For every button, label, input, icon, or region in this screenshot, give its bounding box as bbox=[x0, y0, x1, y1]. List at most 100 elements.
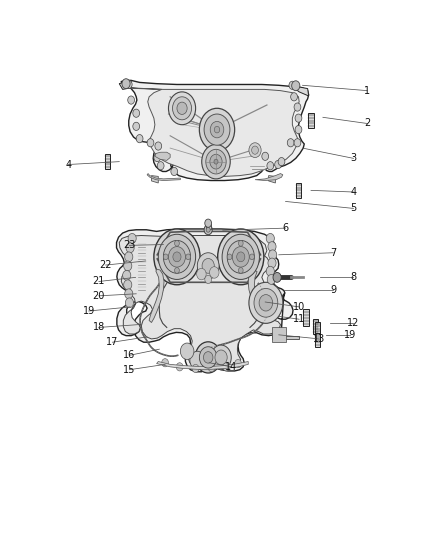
Text: 14: 14 bbox=[225, 362, 237, 372]
Circle shape bbox=[223, 363, 230, 371]
Circle shape bbox=[199, 347, 217, 368]
Circle shape bbox=[157, 161, 164, 170]
Circle shape bbox=[278, 158, 285, 166]
Polygon shape bbox=[255, 174, 283, 181]
Circle shape bbox=[287, 139, 294, 147]
Circle shape bbox=[204, 114, 230, 145]
Circle shape bbox=[268, 241, 276, 252]
Polygon shape bbox=[119, 236, 280, 368]
Circle shape bbox=[210, 154, 222, 169]
Circle shape bbox=[202, 259, 214, 273]
Circle shape bbox=[262, 152, 268, 160]
Circle shape bbox=[128, 96, 134, 104]
Circle shape bbox=[186, 254, 191, 260]
Circle shape bbox=[195, 342, 221, 373]
Polygon shape bbox=[119, 80, 131, 90]
Circle shape bbox=[238, 240, 243, 246]
Circle shape bbox=[125, 80, 132, 88]
Circle shape bbox=[214, 126, 220, 133]
Circle shape bbox=[123, 270, 131, 280]
Circle shape bbox=[197, 253, 219, 279]
Circle shape bbox=[294, 103, 301, 111]
Circle shape bbox=[291, 93, 297, 101]
Circle shape bbox=[163, 254, 168, 260]
Polygon shape bbox=[147, 174, 180, 181]
Circle shape bbox=[197, 268, 206, 280]
Circle shape bbox=[295, 126, 302, 134]
Circle shape bbox=[175, 240, 179, 246]
Circle shape bbox=[175, 268, 179, 273]
Circle shape bbox=[268, 250, 277, 260]
Circle shape bbox=[251, 146, 258, 154]
Circle shape bbox=[154, 154, 161, 161]
FancyBboxPatch shape bbox=[313, 319, 318, 334]
Circle shape bbox=[273, 272, 281, 282]
Circle shape bbox=[192, 365, 199, 373]
Circle shape bbox=[133, 109, 140, 117]
Circle shape bbox=[203, 352, 213, 363]
Circle shape bbox=[163, 240, 191, 273]
Circle shape bbox=[169, 92, 196, 125]
Circle shape bbox=[259, 295, 273, 311]
Text: 11: 11 bbox=[293, 314, 305, 324]
Circle shape bbox=[237, 252, 245, 262]
Circle shape bbox=[227, 240, 254, 273]
Circle shape bbox=[268, 258, 276, 268]
Circle shape bbox=[180, 343, 194, 359]
Circle shape bbox=[125, 252, 133, 262]
Circle shape bbox=[190, 351, 205, 369]
Circle shape bbox=[266, 266, 274, 276]
Text: 4: 4 bbox=[350, 187, 357, 197]
Circle shape bbox=[214, 159, 218, 164]
Circle shape bbox=[232, 247, 249, 267]
Text: 3: 3 bbox=[350, 154, 357, 163]
Circle shape bbox=[294, 139, 301, 147]
Circle shape bbox=[177, 102, 187, 115]
Circle shape bbox=[125, 298, 134, 308]
Polygon shape bbox=[117, 229, 293, 372]
Polygon shape bbox=[268, 175, 276, 183]
Circle shape bbox=[199, 108, 235, 151]
Text: 2: 2 bbox=[364, 118, 370, 128]
Text: 4: 4 bbox=[65, 159, 71, 169]
Circle shape bbox=[154, 229, 200, 285]
Circle shape bbox=[227, 254, 232, 260]
FancyBboxPatch shape bbox=[315, 333, 320, 347]
Polygon shape bbox=[272, 336, 299, 339]
Circle shape bbox=[249, 143, 261, 158]
Circle shape bbox=[250, 254, 254, 260]
Text: 18: 18 bbox=[93, 322, 105, 333]
Circle shape bbox=[208, 364, 215, 372]
Circle shape bbox=[122, 79, 130, 88]
Text: 5: 5 bbox=[350, 204, 357, 213]
Text: 7: 7 bbox=[330, 248, 336, 258]
Circle shape bbox=[205, 219, 212, 227]
Circle shape bbox=[205, 276, 212, 284]
Circle shape bbox=[249, 282, 283, 324]
Circle shape bbox=[267, 161, 274, 170]
Circle shape bbox=[136, 134, 143, 143]
Text: 19: 19 bbox=[344, 330, 356, 340]
Circle shape bbox=[133, 122, 140, 131]
Text: 16: 16 bbox=[124, 350, 135, 360]
Text: 17: 17 bbox=[106, 337, 119, 347]
Circle shape bbox=[158, 235, 196, 279]
Polygon shape bbox=[272, 327, 286, 342]
Circle shape bbox=[124, 280, 132, 290]
Circle shape bbox=[128, 233, 136, 243]
Polygon shape bbox=[156, 361, 248, 369]
Text: 13: 13 bbox=[314, 334, 325, 344]
FancyBboxPatch shape bbox=[303, 309, 309, 326]
Circle shape bbox=[173, 252, 181, 262]
Text: 21: 21 bbox=[93, 277, 105, 286]
Circle shape bbox=[206, 227, 210, 232]
Polygon shape bbox=[149, 269, 164, 322]
Circle shape bbox=[215, 350, 227, 365]
Polygon shape bbox=[248, 270, 264, 318]
FancyBboxPatch shape bbox=[105, 154, 110, 169]
Circle shape bbox=[211, 345, 231, 370]
Circle shape bbox=[202, 144, 230, 179]
Circle shape bbox=[295, 114, 302, 122]
Circle shape bbox=[176, 363, 183, 371]
Circle shape bbox=[210, 122, 224, 138]
